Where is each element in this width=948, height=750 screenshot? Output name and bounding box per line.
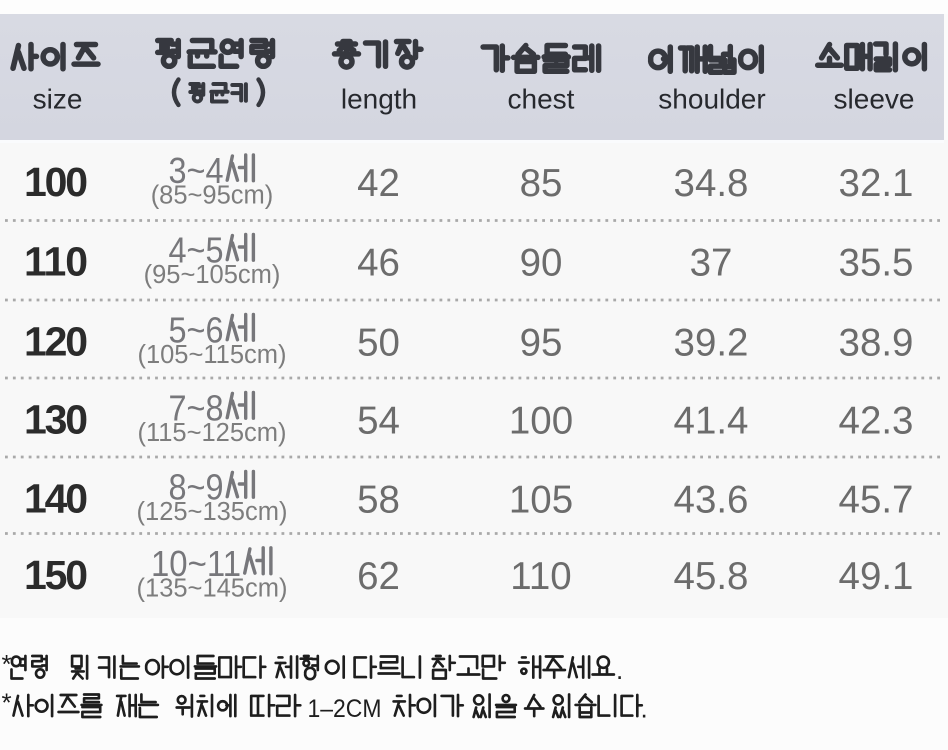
svg-text:120: 120 — [24, 319, 88, 365]
svg-text:37: 37 — [690, 242, 733, 285]
svg-text:95: 95 — [520, 322, 563, 365]
svg-text:sleeve: sleeve — [834, 84, 915, 115]
svg-text:130: 130 — [24, 397, 88, 443]
svg-text:100: 100 — [24, 159, 88, 205]
svg-text:length: length — [341, 84, 417, 115]
svg-text:110: 110 — [24, 239, 88, 285]
svg-text:shoulder: shoulder — [658, 84, 765, 115]
svg-text:100: 100 — [509, 400, 573, 443]
svg-text:42.3: 42.3 — [839, 400, 914, 443]
svg-text:7~8: 7~8 — [169, 388, 224, 429]
svg-text:105: 105 — [509, 479, 573, 522]
svg-text:(115~125cm): (115~125cm) — [137, 419, 286, 447]
svg-text:38.9: 38.9 — [839, 322, 914, 365]
svg-text:62: 62 — [357, 555, 400, 598]
svg-text:5~6: 5~6 — [169, 310, 224, 351]
svg-text:45.8: 45.8 — [674, 555, 749, 598]
svg-text:*: * — [2, 649, 12, 679]
svg-text:*: * — [2, 688, 12, 718]
svg-text:45.7: 45.7 — [839, 479, 914, 522]
svg-text:chest: chest — [508, 84, 575, 115]
svg-text:42: 42 — [357, 162, 400, 205]
svg-text:140: 140 — [24, 476, 88, 522]
svg-text:size: size — [33, 84, 83, 115]
svg-text:41.4: 41.4 — [674, 400, 749, 443]
svg-text:1–2CM: 1–2CM — [308, 695, 382, 723]
svg-text:4~5: 4~5 — [169, 230, 224, 271]
svg-text:34.8: 34.8 — [674, 162, 749, 205]
svg-text:43.6: 43.6 — [674, 479, 749, 522]
svg-text:110: 110 — [510, 555, 571, 598]
svg-text:35.5: 35.5 — [839, 242, 914, 285]
svg-text:(85~95cm): (85~95cm) — [151, 182, 274, 210]
svg-text:58: 58 — [357, 479, 400, 522]
svg-text:8~9: 8~9 — [169, 467, 224, 508]
svg-text:10~11: 10~11 — [151, 543, 241, 584]
svg-text:46: 46 — [357, 242, 400, 285]
svg-text:85: 85 — [520, 162, 563, 205]
svg-text:.: . — [641, 694, 648, 724]
svg-text:39.2: 39.2 — [674, 322, 749, 365]
svg-text:(95~105cm): (95~105cm) — [144, 261, 281, 289]
svg-text:54: 54 — [357, 400, 400, 443]
svg-text:50: 50 — [357, 322, 400, 365]
svg-text:32.1: 32.1 — [839, 162, 914, 205]
svg-text:.: . — [616, 655, 623, 685]
svg-text:49.1: 49.1 — [839, 555, 914, 598]
svg-text:150: 150 — [24, 552, 88, 598]
svg-text:(105~115cm): (105~115cm) — [137, 341, 286, 369]
svg-text:3~4: 3~4 — [169, 150, 224, 191]
svg-text:90: 90 — [520, 242, 563, 285]
svg-text:(135~145cm): (135~145cm) — [137, 575, 288, 603]
svg-text:(125~135cm): (125~135cm) — [137, 498, 288, 526]
